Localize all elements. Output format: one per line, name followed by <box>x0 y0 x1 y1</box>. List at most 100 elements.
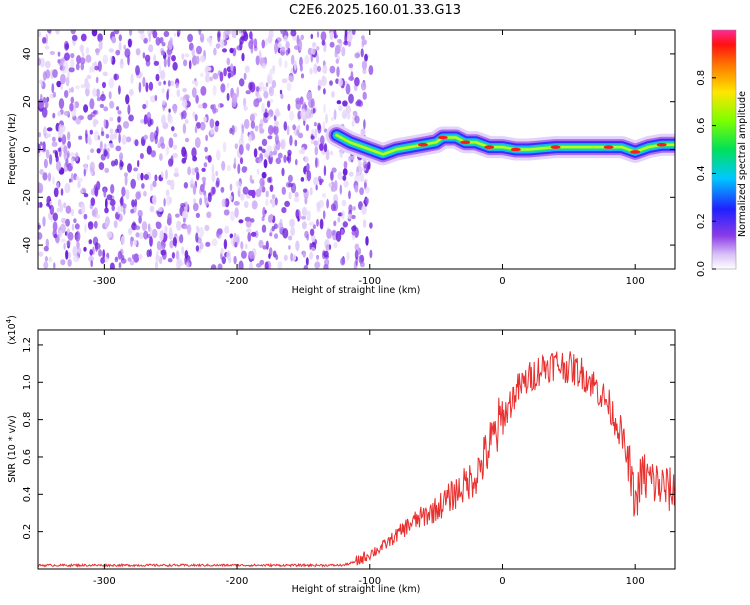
noise-blob <box>184 250 189 259</box>
noise-blob <box>244 65 250 73</box>
colorbar-label: Normalized spectral amplitude <box>737 91 748 237</box>
noise-blob <box>136 172 141 181</box>
noise-blob <box>333 30 337 39</box>
noise-blob <box>316 31 320 38</box>
noise-blob <box>160 229 164 241</box>
noise-blob <box>72 246 77 257</box>
noise-blob <box>322 120 325 132</box>
noise-blob <box>57 51 61 57</box>
noise-blob <box>265 38 268 47</box>
noise-blob <box>110 160 116 167</box>
noise-blob <box>333 109 337 120</box>
noise-blob <box>358 247 361 255</box>
noise-blob <box>196 225 199 231</box>
noise-blob <box>181 110 187 120</box>
noise-blob <box>139 153 144 159</box>
noise-blob <box>248 40 254 50</box>
noise-blob <box>285 49 290 56</box>
noise-blob <box>187 166 192 176</box>
noise-blob <box>98 162 105 170</box>
noise-blob <box>284 60 288 69</box>
noise-blob <box>140 32 146 41</box>
noise-blob <box>111 36 117 44</box>
noise-blob <box>70 157 75 167</box>
noise-blob <box>229 195 233 201</box>
noise-blob <box>148 44 154 53</box>
noise-blob <box>102 81 106 89</box>
noise-blob <box>306 91 313 101</box>
noise-blob <box>167 115 174 124</box>
noise-blob <box>261 39 266 49</box>
noise-blob <box>191 48 195 57</box>
noise-blob <box>236 86 240 98</box>
noise-blob <box>243 118 250 130</box>
noise-blob <box>356 171 360 177</box>
noise-blob <box>184 150 188 161</box>
noise-blob <box>108 48 114 53</box>
noise-blob <box>63 202 67 209</box>
noise-blob <box>171 126 175 132</box>
noise-blob <box>192 111 196 118</box>
noise-blob <box>268 86 275 97</box>
noise-blob <box>309 228 315 236</box>
noise-blob <box>89 66 92 74</box>
snr-multiplier: (x104) <box>5 315 18 345</box>
noise-blob <box>310 33 314 40</box>
noise-blob <box>124 172 128 178</box>
noise-blob <box>67 140 71 149</box>
noise-blob <box>71 223 75 231</box>
noise-blob <box>338 78 343 87</box>
noise-blob <box>262 206 266 218</box>
noise-blob <box>53 262 56 269</box>
noise-blob <box>348 93 354 104</box>
noise-blob <box>284 200 290 207</box>
noise-blob <box>220 186 225 193</box>
noise-blob <box>176 89 181 97</box>
noise-blob <box>365 197 370 205</box>
noise-blob <box>238 30 242 35</box>
noise-blob <box>63 110 70 117</box>
noise-blob <box>93 220 98 229</box>
noise-blob <box>335 230 342 242</box>
noise-blob <box>212 72 219 80</box>
noise-blob <box>119 198 123 204</box>
noise-blob <box>315 184 318 191</box>
noise-blob <box>285 41 290 50</box>
noise-blob <box>43 261 49 269</box>
noise-blob <box>125 189 130 200</box>
noise-blob <box>96 88 100 98</box>
noise-blob <box>294 60 297 71</box>
noise-blob <box>52 176 55 185</box>
noise-blob <box>224 225 230 234</box>
noise-blob <box>99 140 103 151</box>
noise-blob <box>190 183 194 189</box>
noise-blob <box>335 78 339 84</box>
noise-blob <box>198 30 202 36</box>
noise-blob <box>109 262 115 269</box>
noise-blob <box>129 30 133 36</box>
noise-blob <box>104 167 110 174</box>
noise-blob <box>119 159 124 171</box>
noise-blob <box>219 71 224 82</box>
noise-blob <box>64 43 70 50</box>
noise-blob <box>117 250 122 260</box>
noise-blob <box>347 32 353 43</box>
noise-blob <box>217 263 223 269</box>
noise-blob <box>361 35 365 41</box>
noise-blob <box>118 133 121 144</box>
noise-blob <box>251 179 255 184</box>
noise-blob <box>205 134 208 141</box>
noise-blob <box>169 240 174 249</box>
noise-blob <box>328 244 332 250</box>
noise-blob <box>124 175 128 186</box>
noise-blob <box>168 158 174 167</box>
noise-blob <box>125 94 130 105</box>
noise-blob <box>310 135 315 140</box>
noise-blob <box>106 231 113 239</box>
noise-blob <box>326 198 329 209</box>
noise-blob <box>119 58 124 69</box>
noise-blob <box>140 119 145 124</box>
noise-blob <box>221 198 227 208</box>
noise-blob <box>70 53 75 59</box>
